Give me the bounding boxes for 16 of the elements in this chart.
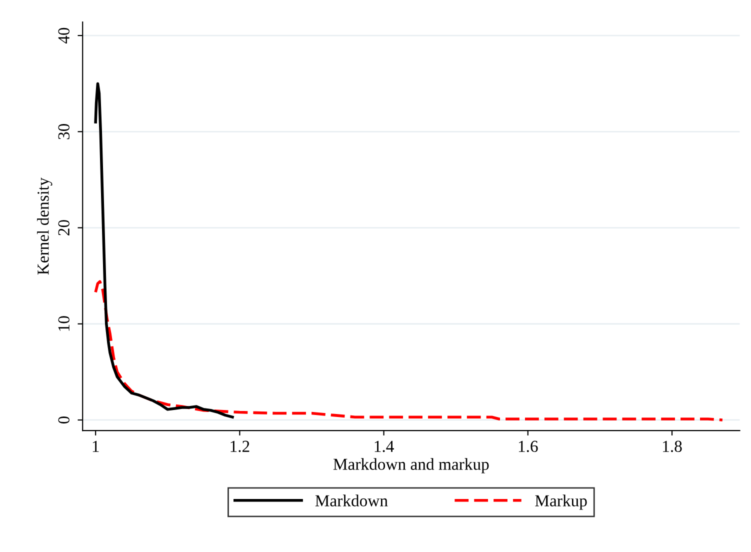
line-series (94, 82, 234, 418)
y-tick-label: 10 (58, 316, 70, 331)
y-tick-label: 20 (58, 220, 70, 236)
x-tick-label: 1.6 (518, 440, 538, 452)
y-tick-label: 0 (58, 416, 70, 424)
x-axis-title: Markdown and markup (333, 458, 489, 474)
x-tick-label: 1.2 (230, 440, 250, 452)
line-series (94, 280, 724, 422)
y-tick-label: 30 (58, 124, 70, 140)
x-tick-label: 1.4 (374, 440, 394, 452)
legend-label: Markup (535, 494, 587, 510)
y-tick-label: 40 (58, 28, 70, 44)
legend-label: Markdown (315, 494, 388, 506)
x-tick-label: 1.8 (663, 440, 682, 452)
x-tick-label: 1 (92, 440, 99, 452)
y-axis-title: Kernel density (37, 178, 52, 275)
